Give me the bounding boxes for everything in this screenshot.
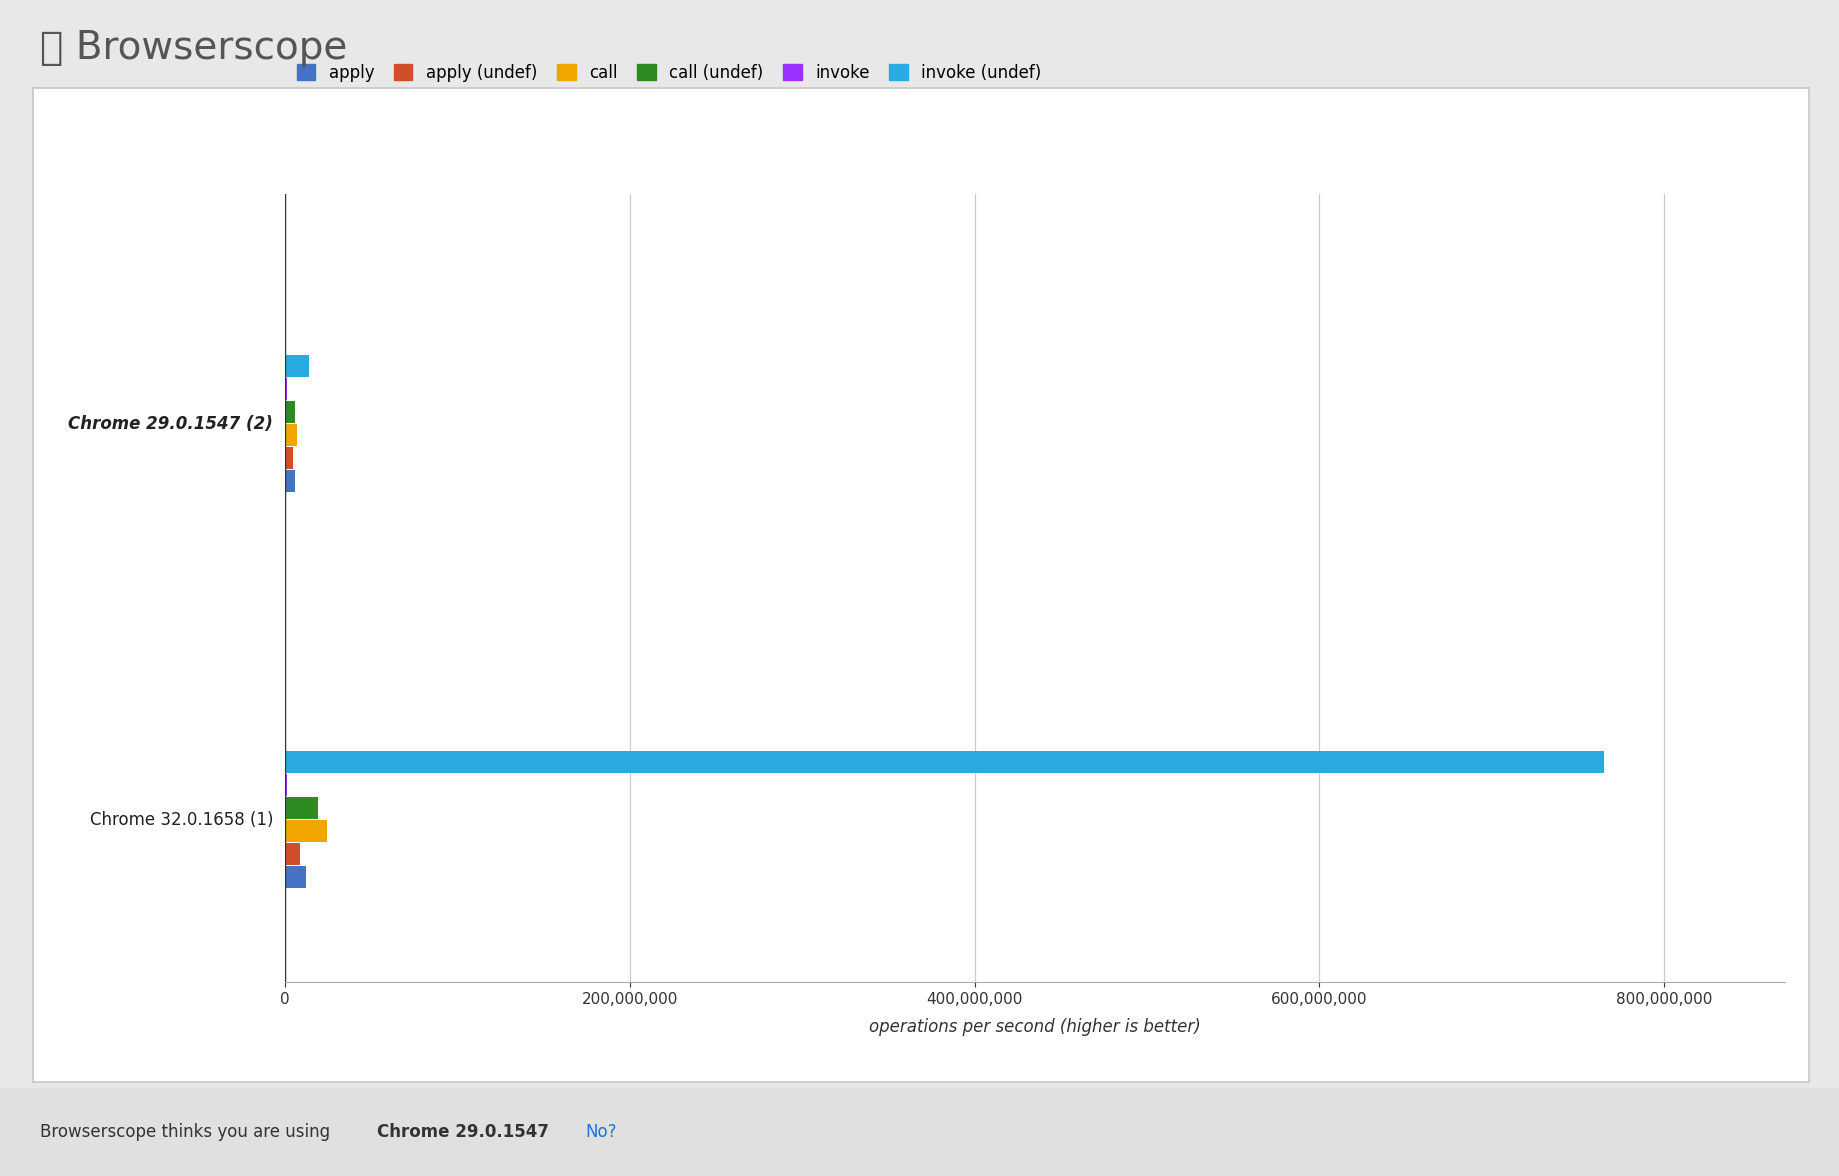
Text: 🔬 Browserscope: 🔬 Browserscope: [40, 29, 348, 67]
Text: Chrome 32.0.1658 (1): Chrome 32.0.1658 (1): [90, 811, 272, 829]
Bar: [285, 843, 300, 866]
Bar: [285, 821, 326, 842]
Legend: apply, apply (undef), call, call (undef), invoke, invoke (undef): apply, apply (undef), call, call (undef)…: [294, 60, 1045, 85]
X-axis label: operations per second (higher is better): operations per second (higher is better): [868, 1017, 1201, 1036]
Bar: [285, 425, 298, 446]
Bar: [285, 355, 309, 377]
Bar: [285, 401, 294, 423]
Bar: [285, 797, 318, 820]
Text: Browserscope thinks you are using: Browserscope thinks you are using: [40, 1123, 337, 1141]
Text: No?: No?: [585, 1123, 616, 1141]
Bar: [285, 867, 305, 888]
Text: Chrome 29.0.1547: Chrome 29.0.1547: [377, 1123, 548, 1141]
Bar: [285, 751, 1604, 774]
Bar: [285, 470, 294, 492]
Text: Chrome 29.0.1547 (2): Chrome 29.0.1547 (2): [68, 414, 272, 433]
Bar: [285, 447, 292, 469]
Bar: [285, 379, 287, 400]
